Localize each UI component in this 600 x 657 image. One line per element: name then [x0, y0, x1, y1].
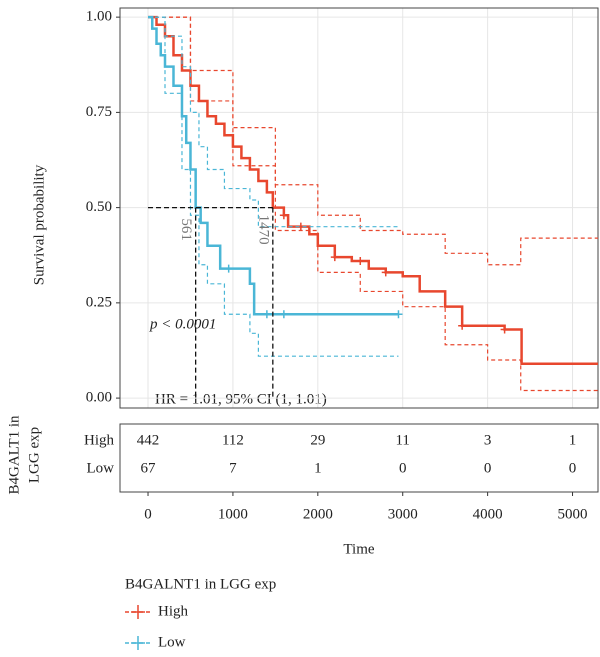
- confidence-band: [148, 16, 399, 357]
- risk-count: 7: [229, 460, 237, 476]
- censor-mark: [500, 325, 509, 334]
- x-tick-label: 4000: [473, 506, 503, 522]
- confidence-band: [148, 16, 399, 228]
- legend-title: B4GALNT1 in LGG exp: [125, 576, 276, 592]
- x-axis-label: Time: [343, 541, 374, 557]
- risk-count: 67: [141, 460, 157, 476]
- legend-key: [131, 636, 145, 650]
- risk-table-label: B4GALT1 in: [6, 415, 22, 495]
- y-tick-label: 0.00: [86, 390, 112, 406]
- censor-mark: [381, 268, 390, 277]
- censor-mark: [356, 256, 365, 265]
- x-tick-label: 1000: [218, 506, 248, 522]
- censor-mark: [279, 211, 288, 220]
- risk-count: 11: [395, 432, 409, 448]
- y-tick-label: 0.50: [86, 199, 112, 215]
- confidence-band: [148, 16, 598, 266]
- risk-count: 1: [569, 432, 577, 448]
- y-tick-label: 0.75: [86, 104, 112, 120]
- x-tick-label: 3000: [388, 506, 418, 522]
- censor-mark: [458, 321, 467, 330]
- risk-count: 3: [484, 432, 492, 448]
- y-axis-label: Survival probability: [31, 164, 47, 285]
- x-tick-label: 2000: [303, 506, 333, 522]
- risk-count: 442: [137, 432, 160, 448]
- hr-text: HR = 1.01, 95% CI (1, 1.01): [155, 391, 327, 407]
- risk-row-label: Low: [87, 460, 115, 476]
- risk-count: 112: [222, 432, 244, 448]
- legend-label: Low: [158, 634, 186, 650]
- risk-count: 0: [569, 460, 577, 476]
- median-label: 561: [178, 218, 194, 241]
- confidence-band: [148, 16, 598, 392]
- x-tick-label: 0: [144, 506, 152, 522]
- risk-row-label: High: [84, 432, 115, 448]
- p-value: p < 0.0001: [149, 316, 216, 332]
- legend-key: [131, 605, 145, 619]
- y-tick-label: 1.00: [86, 9, 112, 25]
- risk-table-label: LGG exp: [26, 427, 42, 483]
- median-label: 1470: [255, 215, 271, 245]
- censor-mark: [279, 310, 288, 319]
- risk-count: 0: [399, 460, 407, 476]
- risk-count: 29: [310, 432, 325, 448]
- plot-border: [119, 7, 599, 409]
- y-tick-label: 0.25: [86, 294, 112, 310]
- censor-mark: [262, 310, 271, 319]
- risk-count: 0: [484, 460, 492, 476]
- censor-mark: [224, 264, 233, 273]
- x-tick-label: 5000: [558, 506, 588, 522]
- censor-mark: [330, 253, 339, 262]
- risk-table-border: [119, 423, 599, 493]
- censor-mark: [394, 310, 403, 319]
- legend-label: High: [158, 603, 189, 619]
- risk-count: 1: [314, 460, 322, 476]
